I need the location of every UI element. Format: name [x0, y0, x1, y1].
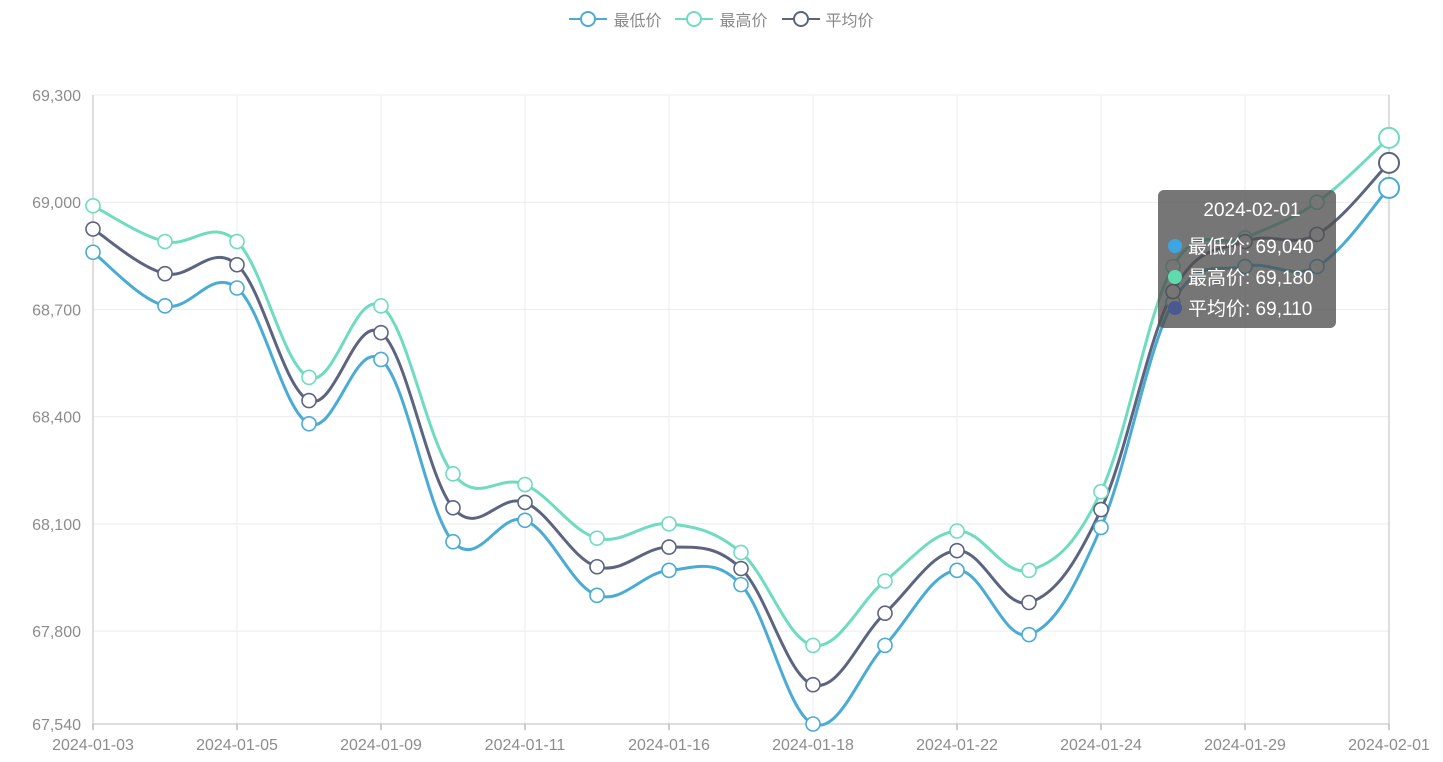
data-point [661, 562, 677, 579]
data-point [733, 560, 749, 577]
data-point [157, 298, 173, 314]
data-point [373, 298, 389, 314]
data-point [589, 530, 605, 546]
tooltip-dot-low [1168, 238, 1182, 253]
data-point [301, 369, 317, 386]
legend-label: 最高价 [719, 13, 768, 30]
data-point [373, 324, 389, 341]
y-tick-label: 68,100 [32, 517, 81, 534]
data-point [661, 516, 677, 532]
y-tick-label: 67,800 [32, 624, 81, 641]
data-point [157, 265, 173, 282]
data-point [445, 466, 461, 482]
tooltip-row-high: 最高价: 69,180 [1168, 261, 1336, 292]
data-point [589, 558, 605, 575]
data-point [877, 637, 893, 654]
data-point [373, 351, 389, 368]
data-point [517, 494, 533, 511]
data-point [445, 499, 461, 516]
legend-marker-icon [569, 11, 608, 27]
data-point [229, 280, 245, 296]
data-point [445, 533, 461, 550]
y-tick-label: 69,300 [32, 88, 81, 105]
data-point [733, 576, 749, 593]
tooltip-title: 2024-02-01 [1203, 200, 1301, 221]
x-tick-label: 2024-01-03 [52, 737, 134, 754]
data-point [85, 197, 101, 214]
data-point [805, 676, 821, 693]
tooltip-label-low: 最低价: 69,040 [1188, 237, 1314, 258]
data-point [301, 392, 317, 409]
data-point [301, 415, 317, 432]
tooltip-dot-high [1168, 269, 1182, 284]
data-point [1378, 176, 1400, 199]
x-tick-label: 2024-02-01 [1348, 737, 1430, 754]
y-axis-ticks: 67,540 67,800 68,100 68,400 68,700 69,000 69,3… [32, 88, 81, 734]
x-axis-ticks: 2024-01-03 2024-01-05 2024-01-09 2024-01-11… [52, 737, 1430, 754]
tooltip-label-avg: 平均价: 69,110 [1188, 299, 1313, 320]
tooltip: 2024-02-01 最低价: 69,040 最高价: 69,180 平均价: … [1158, 190, 1336, 328]
legend-item-2[interactable]: 平均价 [781, 7, 874, 31]
y-tick-label: 68,400 [32, 410, 81, 427]
data-point [1378, 126, 1400, 149]
data-point [877, 573, 893, 589]
legend-label: 最低价 [613, 13, 662, 30]
data-point [661, 539, 677, 555]
x-tick-label: 2024-01-16 [628, 737, 710, 754]
data-point [733, 544, 749, 561]
x-tick-label: 2024-01-05 [196, 737, 278, 754]
data-point [1093, 501, 1109, 518]
tooltip-row-low: 最低价: 69,040 [1168, 230, 1336, 261]
data-point [589, 587, 605, 604]
legend: 最低价 最高价 平均价 [0, 7, 1443, 31]
legend-marker-icon [781, 11, 820, 27]
data-point [85, 244, 101, 261]
x-tick-label: 2024-01-11 [485, 737, 566, 754]
legend-marker-icon [675, 11, 714, 27]
data-point [1093, 519, 1109, 536]
data-point [1093, 483, 1109, 500]
x-tick-label: 2024-01-22 [916, 737, 998, 754]
x-tick-label: 2024-01-29 [1204, 737, 1286, 754]
x-tick-label: 2024-01-18 [772, 737, 854, 754]
tooltip-dot-avg [1168, 300, 1182, 315]
legend-item-1[interactable]: 最高价 [675, 7, 768, 31]
data-point [1021, 562, 1037, 579]
data-point [805, 637, 821, 654]
data-point [1378, 151, 1400, 174]
data-point [1021, 594, 1037, 611]
data-point [229, 233, 245, 250]
tooltip-label-high: 最高价: 69,180 [1188, 268, 1314, 289]
legend-item-0[interactable]: 最低价 [569, 7, 661, 31]
data-point [229, 256, 245, 273]
y-tick-label: 69,000 [32, 195, 81, 212]
data-point [517, 476, 533, 493]
legend-label: 平均价 [825, 13, 874, 30]
tooltip-row-avg: 平均价: 69,110 [1168, 292, 1336, 323]
data-point [805, 716, 821, 732]
x-tick-label: 2024-01-24 [1060, 737, 1142, 754]
data-point [877, 605, 893, 622]
data-point [517, 512, 533, 529]
data-point [85, 221, 101, 237]
x-tick-label: 2024-01-09 [340, 737, 422, 754]
data-point [157, 233, 173, 250]
y-tick-label: 67,540 [32, 717, 81, 734]
data-point [949, 542, 965, 559]
data-point [949, 562, 965, 579]
data-point [949, 523, 965, 539]
y-tick-label: 68,700 [32, 302, 81, 319]
data-point [1021, 626, 1037, 643]
